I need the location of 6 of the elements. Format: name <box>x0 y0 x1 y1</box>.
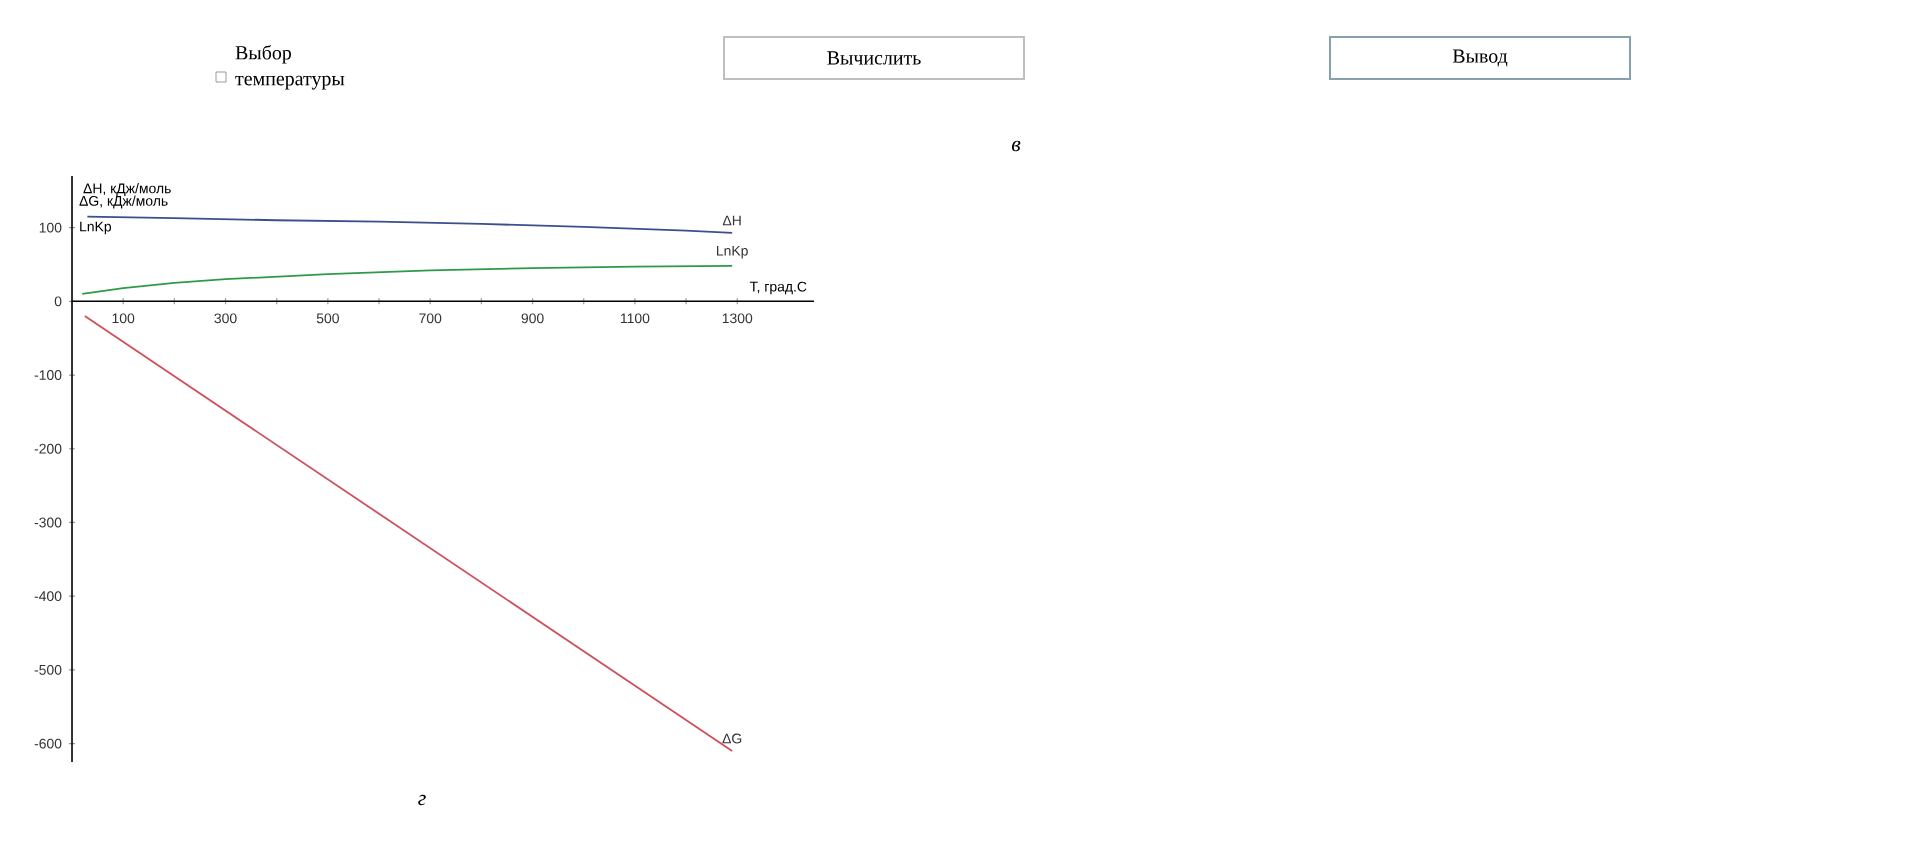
text: Вычислить <box>827 51 921 65</box>
text: Вывод <box>1452 49 1508 67</box>
line-series <box>81 265 734 295</box>
text: в <box>1011 140 1021 152</box>
text: Выбор температуры <box>235 45 345 90</box>
text: г <box>418 794 426 806</box>
